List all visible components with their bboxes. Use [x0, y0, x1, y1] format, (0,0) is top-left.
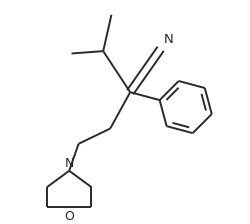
- Text: N: N: [163, 33, 172, 46]
- Text: N: N: [64, 157, 74, 170]
- Text: O: O: [64, 210, 74, 223]
